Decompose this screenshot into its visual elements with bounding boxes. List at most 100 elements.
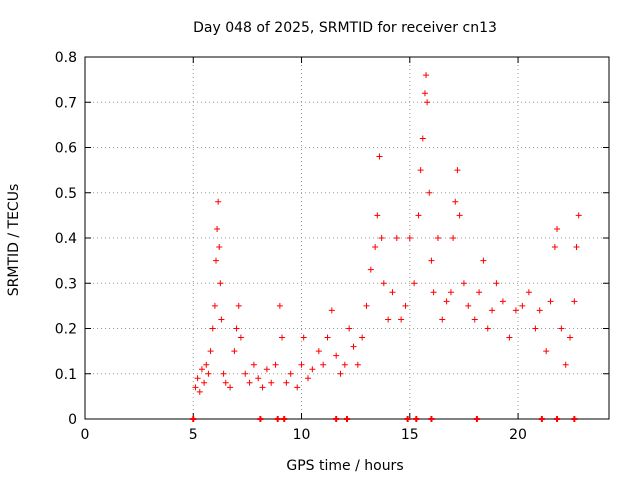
x-axis-label: GPS time / hours xyxy=(286,458,403,474)
data-point xyxy=(246,379,253,386)
baseline-marker xyxy=(344,416,350,422)
data-point xyxy=(415,212,422,219)
data-point xyxy=(272,361,279,368)
data-point xyxy=(447,289,454,296)
data-point xyxy=(428,257,435,264)
data-point xyxy=(551,244,558,251)
y-tick-label: 0.3 xyxy=(55,276,77,292)
data-point xyxy=(480,257,487,264)
data-point xyxy=(430,289,437,296)
data-point xyxy=(217,280,224,287)
data-point xyxy=(439,316,446,323)
y-tick-label: 0 xyxy=(68,412,77,428)
x-tick-label: 0 xyxy=(81,427,90,443)
data-point xyxy=(385,316,392,323)
data-point xyxy=(359,334,366,341)
data-point xyxy=(398,316,405,323)
data-point xyxy=(573,244,580,251)
data-point xyxy=(567,334,574,341)
data-point xyxy=(287,370,294,377)
data-point xyxy=(519,302,526,309)
data-point xyxy=(536,307,543,314)
data-point xyxy=(493,280,500,287)
baseline-marker xyxy=(571,416,578,422)
data-point xyxy=(380,280,387,287)
data-point xyxy=(454,167,461,174)
data-point xyxy=(393,235,400,241)
data-point xyxy=(207,348,214,355)
data-point xyxy=(456,212,463,219)
data-point xyxy=(201,379,208,386)
y-tick-label: 0.7 xyxy=(55,95,77,111)
data-point xyxy=(328,307,335,314)
data-point xyxy=(298,361,305,368)
data-point xyxy=(376,153,383,160)
data-point xyxy=(506,334,513,341)
baseline-marker xyxy=(257,416,264,422)
data-point xyxy=(499,298,506,305)
data-point xyxy=(452,198,459,205)
data-point xyxy=(476,289,483,296)
baseline-marker xyxy=(281,416,288,422)
baseline-marker xyxy=(404,416,411,422)
data-point xyxy=(211,302,218,309)
data-point xyxy=(367,266,374,273)
data-point xyxy=(305,375,312,382)
data-point xyxy=(434,235,441,241)
data-point xyxy=(233,325,240,332)
baseline-marker xyxy=(274,416,281,422)
data-point xyxy=(235,302,242,309)
data-point xyxy=(484,325,491,332)
data-point xyxy=(263,366,270,373)
data-point xyxy=(363,302,370,309)
data-point xyxy=(419,135,426,142)
data-point xyxy=(374,212,381,219)
y-tick-label: 0.6 xyxy=(55,141,77,157)
data-point xyxy=(512,307,519,314)
y-tick-label: 0.8 xyxy=(55,50,77,66)
data-point xyxy=(227,384,234,391)
data-point xyxy=(532,325,539,332)
data-point xyxy=(294,384,301,391)
data-point xyxy=(192,384,199,391)
data-point xyxy=(337,370,344,377)
data-point xyxy=(276,302,283,309)
data-point xyxy=(372,244,379,251)
data-point xyxy=(378,235,385,241)
data-point xyxy=(562,361,569,368)
data-point xyxy=(222,379,229,386)
data-point xyxy=(214,225,221,232)
baseline-marker xyxy=(538,416,545,422)
data-point xyxy=(320,361,327,368)
data-point xyxy=(315,348,322,355)
data-point xyxy=(220,370,227,377)
baseline-marker xyxy=(473,416,480,422)
data-point xyxy=(411,280,418,287)
y-tick-label: 0.1 xyxy=(55,367,77,383)
data-point xyxy=(255,375,262,382)
x-tick-label: 10 xyxy=(293,427,311,443)
baseline-marker xyxy=(428,416,435,422)
data-point xyxy=(205,370,212,377)
data-point xyxy=(218,316,225,323)
data-point xyxy=(283,379,290,386)
data-point xyxy=(333,352,340,359)
data-point xyxy=(460,280,467,287)
data-point xyxy=(402,302,409,309)
data-point xyxy=(547,298,554,305)
data-point xyxy=(346,325,353,332)
data-point xyxy=(198,366,205,373)
data-point xyxy=(268,379,275,386)
data-point xyxy=(389,289,396,296)
data-point xyxy=(196,388,203,395)
y-axis-label: SRMTID / TECUs xyxy=(6,184,22,297)
data-point xyxy=(525,289,532,296)
data-point xyxy=(194,375,201,382)
data-point xyxy=(421,90,428,97)
data-point xyxy=(279,334,286,341)
data-point xyxy=(423,72,430,79)
data-point xyxy=(300,334,307,341)
data-point xyxy=(231,348,238,355)
baseline-marker xyxy=(554,416,561,422)
